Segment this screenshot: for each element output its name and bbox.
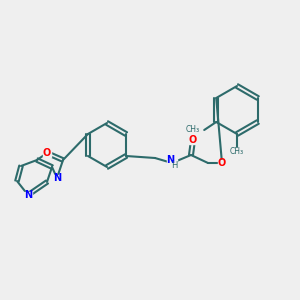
Bar xyxy=(167,159,177,167)
Bar xyxy=(53,175,61,182)
Text: O: O xyxy=(218,158,226,168)
Text: O: O xyxy=(43,148,51,158)
Bar xyxy=(43,149,51,157)
Text: CH₃: CH₃ xyxy=(230,146,244,155)
Text: O: O xyxy=(189,135,197,145)
Text: CH₃: CH₃ xyxy=(186,125,200,134)
Bar xyxy=(218,160,226,167)
Text: N: N xyxy=(166,155,174,165)
Bar xyxy=(189,136,197,143)
Bar xyxy=(24,191,32,199)
Text: N: N xyxy=(24,190,32,200)
Text: N: N xyxy=(53,173,61,183)
Text: H: H xyxy=(171,161,177,170)
